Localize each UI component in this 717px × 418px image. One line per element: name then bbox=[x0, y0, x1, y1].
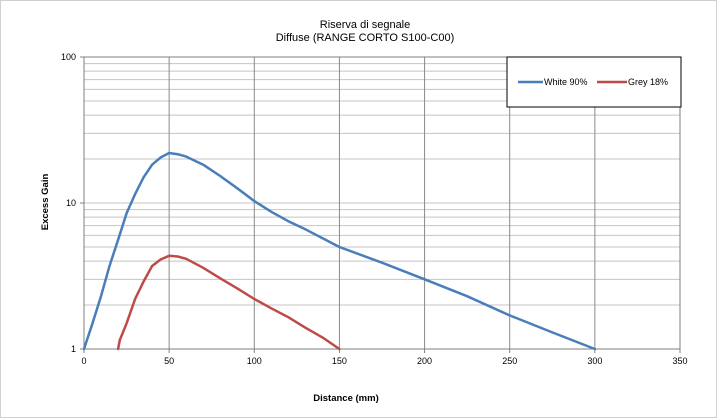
chart-title: Riserva di segnale bbox=[320, 19, 411, 31]
y-tick-label: 1 bbox=[71, 344, 76, 354]
gridlines bbox=[84, 57, 680, 349]
legend: White 90% Grey 18% bbox=[506, 56, 682, 108]
x-tick-label: 350 bbox=[672, 356, 687, 366]
series-line-grey-18 bbox=[116, 254, 341, 351]
y-tick-label: 10 bbox=[66, 198, 76, 208]
chart-subtitle: Diffuse (RANGE CORTO S100-C00) bbox=[276, 32, 455, 44]
x-tick-label: 100 bbox=[247, 356, 262, 366]
series-lines bbox=[82, 151, 597, 351]
legend-label: Grey 18% bbox=[628, 77, 668, 87]
y-tick-label: 100 bbox=[61, 52, 76, 62]
y-axis-label: Excess Gain bbox=[40, 174, 51, 231]
x-tick-label: 50 bbox=[164, 356, 174, 366]
x-tick-label: 150 bbox=[332, 356, 347, 366]
x-tick-label: 200 bbox=[417, 356, 432, 366]
x-tick-label: 0 bbox=[81, 356, 86, 366]
legend-label: White 90% bbox=[544, 77, 588, 87]
series-line-white-90 bbox=[82, 151, 597, 351]
x-axis-label: Distance (mm) bbox=[313, 393, 378, 404]
x-tick-label: 300 bbox=[587, 356, 602, 366]
x-tick-label: 250 bbox=[502, 356, 517, 366]
